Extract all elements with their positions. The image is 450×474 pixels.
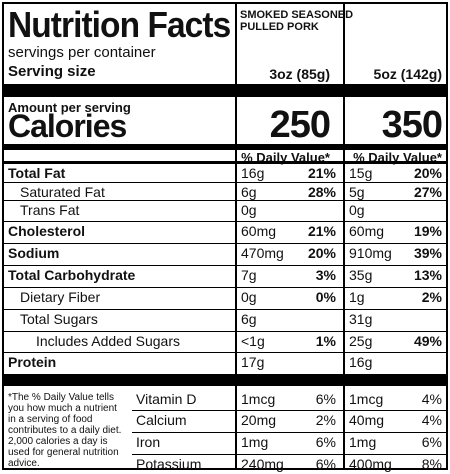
thick-bar-bottom <box>4 374 446 386</box>
vitamin-name: Potassium <box>136 456 202 472</box>
nutrient-name: Trans Fat <box>20 202 80 218</box>
nutrient-amount-col1: 6g <box>241 311 257 327</box>
row-rule <box>4 287 446 288</box>
nutrient-amount-col2: 910mg <box>349 245 392 261</box>
medium-bar <box>4 144 446 150</box>
nutrient-name: Total Carbohydrate <box>8 267 136 283</box>
nutrient-name: Total Sugars <box>20 311 98 327</box>
vitamin-amount-col1: 1mcg <box>241 391 276 407</box>
nutrient-name: Saturated Fat <box>20 184 105 200</box>
nutrient-dv-col1: 20% <box>307 245 336 261</box>
nutrient-amount-col2: 1g <box>349 289 365 305</box>
nutrient-dv-col1: 21% <box>307 223 336 239</box>
row-rule <box>4 182 446 183</box>
nutrient-dv-col1: 1% <box>315 333 336 349</box>
row-rule <box>4 309 446 310</box>
nutrient-dv-col2: 27% <box>413 184 442 200</box>
nutrient-amount-col2: 31g <box>349 311 373 327</box>
vitamin-dv-col2: 6% <box>421 434 442 450</box>
calories-col2: 350 <box>381 104 443 146</box>
vitamin-dv-col1: 2% <box>315 412 336 428</box>
vitamin-amount-col1: 240mg <box>241 456 284 472</box>
vitamin-name: Iron <box>136 434 161 450</box>
vitamin-rule <box>132 454 446 455</box>
nutrient-dv-col2: 13% <box>413 267 442 283</box>
row-rule <box>4 265 446 266</box>
nutrient-amount-col2: 0g <box>349 202 365 218</box>
calories-label: Calories <box>8 108 127 144</box>
row-rule <box>4 331 446 332</box>
vitamin-amount-col2: 40mg <box>349 412 385 428</box>
nutrient-dv-col1: 28% <box>307 184 336 200</box>
label-title: Nutrition Facts <box>8 4 231 45</box>
nutrient-name: Cholesterol <box>8 223 86 239</box>
nutrient-dv-col2: 39% <box>413 245 442 261</box>
vitamin-amount-col2: 1mcg <box>349 391 384 407</box>
nutrient-name: Protein <box>8 354 57 370</box>
nutrient-dv-col1: 0% <box>315 289 336 305</box>
vitamin-dv-col2: 4% <box>421 412 442 428</box>
product-name-line-1: SMOKED SEASONED <box>240 9 354 21</box>
nutrient-dv-col2: 49% <box>413 333 442 349</box>
vitamin-rule <box>132 410 446 411</box>
nutrient-amount-col1: <1g <box>241 333 265 349</box>
nutrient-name: Total Fat <box>8 165 66 181</box>
row-rule <box>4 352 446 353</box>
vitamin-dv-col1: 6% <box>315 434 336 450</box>
nutrient-dv-col2: 19% <box>413 223 442 239</box>
nutrient-amount-col2: 35g <box>349 267 373 283</box>
vitamin-amount-col1: 20mg <box>241 412 277 428</box>
nutrient-dv-col2: 20% <box>413 165 442 181</box>
calories-col1: 250 <box>269 104 331 146</box>
nutrient-name: Dietary Fiber <box>20 289 101 305</box>
column-divider-1 <box>235 4 237 468</box>
nutrient-amount-col1: 16g <box>241 165 265 181</box>
nutrient-amount-col1: 0g <box>241 289 257 305</box>
nutrient-amount-col2: 60mg <box>349 223 385 239</box>
nutrient-amount-col1: 0g <box>241 202 257 218</box>
row-rule <box>4 200 446 201</box>
row-rule <box>4 221 446 222</box>
nutrient-amount-col1: 6g <box>241 184 257 200</box>
nutrient-amount-col2: 15g <box>349 165 373 181</box>
vitamin-amount-col2: 1mg <box>349 434 377 450</box>
product-name-line-2: PULLED PORK <box>240 21 319 33</box>
nutrient-dv-col2: 2% <box>421 289 442 305</box>
vitamin-rule <box>132 432 446 433</box>
nutrient-amount-col1: 7g <box>241 267 257 283</box>
nutrient-dv-col1: 21% <box>307 165 336 181</box>
vitamin-dv-col1: 6% <box>315 391 336 407</box>
nutrient-name: Sodium <box>8 245 60 261</box>
nutrient-amount-col1: 470mg <box>241 245 284 261</box>
footnote: *The % Daily Value tells you how much a … <box>8 392 122 469</box>
row-rule <box>4 243 446 244</box>
product-name: SMOKED SEASONED PULLED PORK <box>240 9 353 33</box>
vitamin-dv-col1: 6% <box>315 456 336 472</box>
amount-per-serving: Amount per serving <box>8 100 131 115</box>
dv-rule <box>4 161 446 164</box>
vitamin-amount-col1: 1mg <box>241 434 269 450</box>
column-divider-2 <box>343 4 345 468</box>
thick-bar-top <box>4 84 446 97</box>
vitamin-name: Vitamin D <box>136 391 197 407</box>
nutrient-dv-col1: 3% <box>315 267 336 283</box>
serving-size-label: Serving size <box>8 63 96 80</box>
nutrient-amount-col1: 60mg <box>241 223 277 239</box>
nutrient-amount-col2: 16g <box>349 354 373 370</box>
vitamin-dv-col2: 4% <box>421 391 442 407</box>
servings-per-container: servings per container <box>8 44 156 61</box>
vitamin-amount-col2: 400mg <box>349 456 392 472</box>
serving-size-col2: 5oz (142g) <box>373 66 442 82</box>
nutrient-name: Includes Added Sugars <box>36 333 180 349</box>
vitamin-name: Calcium <box>136 412 187 428</box>
nutrient-amount-col2: 5g <box>349 184 365 200</box>
serving-size-col1: 3oz (85g) <box>269 66 330 82</box>
nutrient-amount-col2: 25g <box>349 333 373 349</box>
nutrient-amount-col1: 17g <box>241 354 265 370</box>
vitamin-dv-col2: 8% <box>421 456 442 472</box>
